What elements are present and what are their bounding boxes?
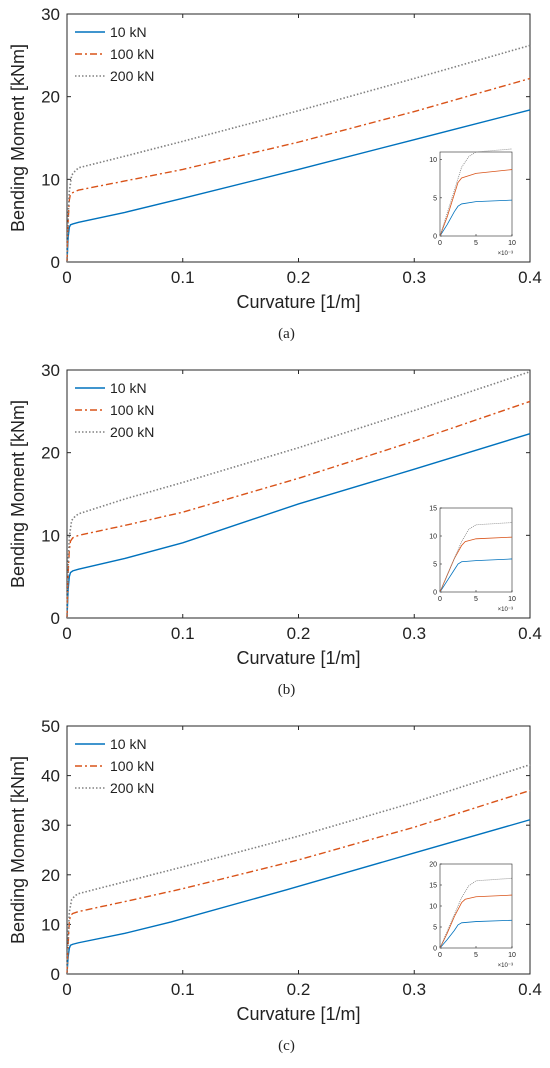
inset-y-tick-label: 10	[429, 157, 437, 164]
x-tick-label: 0.2	[287, 268, 311, 287]
legend-label: 100 kN	[110, 402, 154, 418]
y-axis-label: Bending Moment [kNm]	[8, 44, 28, 232]
inset-y-tick-label: 15	[429, 883, 437, 890]
inset-y-tick-label: 0	[433, 590, 437, 597]
inset-y-tick-label: 5	[433, 195, 437, 202]
x-tick-label: 0.4	[518, 980, 542, 999]
x-tick-label: 0.3	[402, 624, 426, 643]
inset-x-tick-label: 10	[508, 596, 516, 603]
y-tick-label: 10	[41, 170, 60, 189]
series-line-10-kn	[66, 819, 531, 975]
chart-panel-b: 0 0.1 0.2 0.3 0.4 0 10 20 30 Curvature [1/m] Bendi…	[0, 356, 550, 712]
series-line-10-kn	[66, 109, 531, 263]
x-tick-label: 0.2	[287, 624, 311, 643]
y-axis-label: Bending Moment [kNm]	[8, 756, 28, 944]
y-tick-label: 20	[41, 444, 60, 463]
figure-caption: (a)	[278, 326, 295, 342]
y-tick-label: 10	[41, 915, 60, 934]
inset-plot-area	[439, 507, 513, 593]
legend-label: 10 kN	[110, 24, 147, 40]
x-tick-label: 0.3	[402, 268, 426, 287]
inset-series-line	[439, 919, 513, 949]
inset-y-tick-label: 10	[429, 534, 437, 541]
x-axis-label: Curvature [1/m]	[236, 292, 360, 312]
inset-series-line	[439, 894, 513, 949]
inset-series-line	[439, 558, 513, 593]
inset-series-line	[439, 877, 513, 949]
x-tick-label: 0.1	[171, 268, 195, 287]
inset-y-tick-label: 0	[433, 946, 437, 953]
x-axis-label: Curvature [1/m]	[236, 648, 360, 668]
inset-series-line	[439, 522, 513, 593]
legend-label: 200 kN	[110, 780, 154, 796]
inset-series-line	[439, 148, 513, 237]
y-tick-label: 10	[41, 526, 60, 545]
inset-x-tick-label: 0	[438, 952, 442, 959]
inset-exponent-label: ×10⁻³	[498, 251, 513, 257]
inset-y-tick-label: 10	[429, 904, 437, 911]
legend-label: 100 kN	[110, 46, 154, 62]
figure-caption: (b)	[278, 682, 296, 698]
inset-series-line	[439, 199, 513, 237]
legend-label: 200 kN	[110, 424, 154, 440]
y-tick-label: 30	[41, 5, 60, 24]
legend-label: 10 kN	[110, 736, 147, 752]
figure-caption: (c)	[278, 1038, 295, 1054]
inset-x-tick-label: 5	[474, 596, 478, 603]
chart-panel-a: 0 0.1 0.2 0.3 0.4 0 10 20 30 Curvature [1/m] Bendi…	[0, 0, 550, 356]
inset-plot-area	[439, 151, 513, 237]
inset-y-tick-label: 0	[433, 234, 437, 241]
x-tick-label: 0	[62, 268, 71, 287]
legend-label: 10 kN	[110, 380, 147, 396]
x-tick-label: 0.2	[287, 980, 311, 999]
inset-y-tick-label: 20	[429, 862, 437, 869]
inset-x-tick-label: 5	[474, 240, 478, 247]
inset-exponent-label: ×10⁻³	[498, 607, 513, 613]
inset-series-line	[439, 169, 513, 237]
x-axis-label: Curvature [1/m]	[236, 1004, 360, 1024]
series-line-100-kn	[66, 77, 531, 263]
inset-x-tick-label: 5	[474, 952, 478, 959]
y-tick-label: 30	[41, 816, 60, 835]
y-tick-label: 50	[41, 717, 60, 736]
inset-y-tick-label: 15	[429, 506, 437, 513]
series-line-10-kn	[66, 432, 531, 619]
x-tick-label: 0.1	[171, 624, 195, 643]
y-tick-label: 0	[51, 965, 60, 984]
inset-y-tick-label: 5	[433, 925, 437, 932]
series-line-200-kn	[66, 763, 531, 975]
y-tick-label: 30	[41, 361, 60, 380]
inset-x-tick-label: 0	[438, 240, 442, 247]
inset-exponent-label: ×10⁻³	[498, 963, 513, 969]
chart-b: 0 0.1 0.2 0.3 0.4 0 10 20 30 Curvature [1/m] Bendi…	[8, 361, 542, 698]
legend-label: 100 kN	[110, 758, 154, 774]
y-axis-label: Bending Moment [kNm]	[8, 400, 28, 588]
x-tick-label: 0.3	[402, 980, 426, 999]
inset-x-tick-label: 10	[508, 952, 516, 959]
y-tick-label: 0	[51, 253, 60, 272]
x-tick-label: 0	[62, 980, 71, 999]
inset-x-tick-label: 10	[508, 240, 516, 247]
series-line-100-kn	[66, 789, 531, 975]
legend-label: 200 kN	[110, 68, 154, 84]
chart-a: 0 0.1 0.2 0.3 0.4 0 10 20 30 Curvature [1/m] Bendi…	[8, 5, 542, 342]
inset-x-tick-label: 0	[438, 596, 442, 603]
series-line-200-kn	[66, 44, 531, 263]
x-tick-label: 0	[62, 624, 71, 643]
chart-panel-c: 0 0.1 0.2 0.3 0.4 0 10 20 30 40 50 Curvature [1/m] B…	[0, 712, 550, 1068]
y-tick-label: 0	[51, 609, 60, 628]
y-tick-label: 20	[41, 866, 60, 885]
y-tick-label: 20	[41, 88, 60, 107]
x-tick-label: 0.4	[518, 268, 542, 287]
inset-y-tick-label: 5	[433, 562, 437, 569]
y-tick-label: 40	[41, 767, 60, 786]
x-tick-label: 0.4	[518, 624, 542, 643]
x-tick-label: 0.1	[171, 980, 195, 999]
